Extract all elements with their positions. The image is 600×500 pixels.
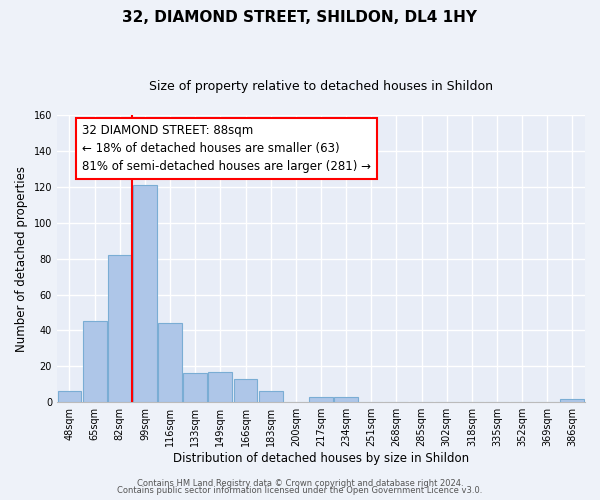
Bar xyxy=(183,374,207,402)
Bar xyxy=(560,398,584,402)
Bar xyxy=(133,185,157,402)
Bar xyxy=(158,323,182,402)
Bar xyxy=(233,379,257,402)
Bar xyxy=(58,392,82,402)
Bar xyxy=(108,255,132,402)
Bar xyxy=(334,397,358,402)
Bar xyxy=(208,372,232,402)
Bar xyxy=(83,322,107,402)
Text: 32 DIAMOND STREET: 88sqm
← 18% of detached houses are smaller (63)
81% of semi-d: 32 DIAMOND STREET: 88sqm ← 18% of detach… xyxy=(82,124,371,173)
X-axis label: Distribution of detached houses by size in Shildon: Distribution of detached houses by size … xyxy=(173,452,469,465)
Text: Contains HM Land Registry data © Crown copyright and database right 2024.: Contains HM Land Registry data © Crown c… xyxy=(137,478,463,488)
Title: Size of property relative to detached houses in Shildon: Size of property relative to detached ho… xyxy=(149,80,493,93)
Bar xyxy=(259,392,283,402)
Bar xyxy=(309,397,333,402)
Text: Contains public sector information licensed under the Open Government Licence v3: Contains public sector information licen… xyxy=(118,486,482,495)
Y-axis label: Number of detached properties: Number of detached properties xyxy=(15,166,28,352)
Text: 32, DIAMOND STREET, SHILDON, DL4 1HY: 32, DIAMOND STREET, SHILDON, DL4 1HY xyxy=(122,10,478,25)
